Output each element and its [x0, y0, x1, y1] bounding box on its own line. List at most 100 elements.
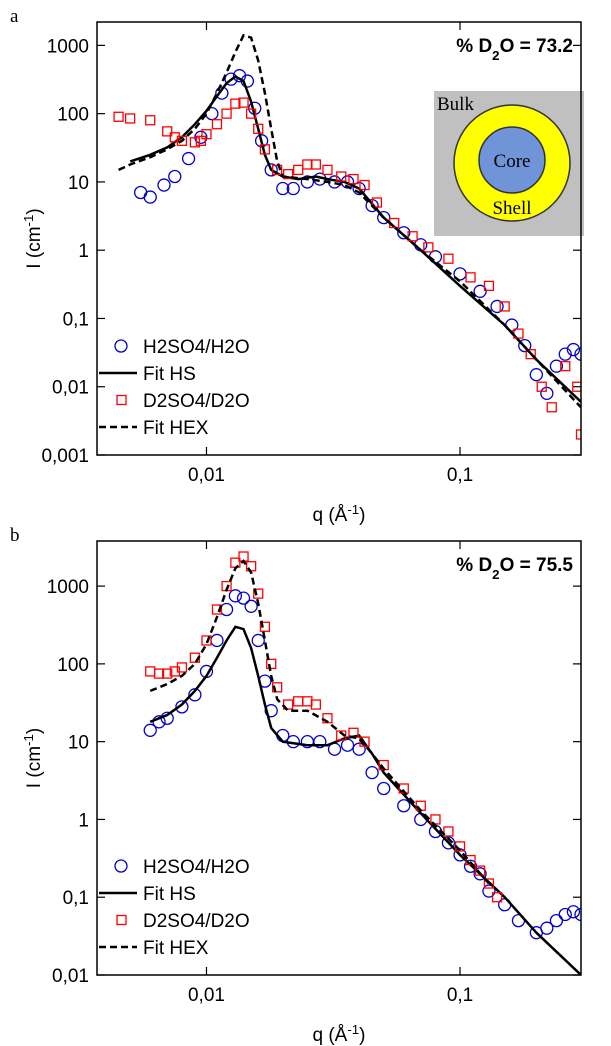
legend-label: Fit HS	[143, 884, 196, 905]
point	[145, 115, 156, 126]
point	[168, 169, 182, 184]
point	[310, 159, 322, 170]
point	[566, 905, 581, 919]
point	[310, 699, 322, 710]
point	[188, 688, 202, 702]
y-tick-label: 0,01	[52, 966, 89, 987]
x-tick-label: 0,01	[188, 465, 225, 486]
point	[272, 682, 283, 693]
y-axis-label-part: -1	[21, 215, 36, 227]
point	[264, 163, 278, 177]
fit-line	[149, 625, 581, 975]
x-axis-label-part: q (Å	[312, 505, 347, 526]
y-axis-label-part: )	[24, 728, 45, 734]
x-tick-label: 0,1	[447, 465, 473, 486]
point	[359, 179, 370, 191]
point	[201, 635, 212, 646]
point	[176, 662, 188, 673]
legend-label: D2SO4/D2O	[143, 911, 250, 932]
point	[228, 589, 243, 603]
legend: H2SO4/H2O Fit HS D2SO4/D2O Fit HEX	[99, 337, 250, 439]
legend-swatch	[114, 859, 128, 873]
point	[176, 135, 188, 146]
point	[574, 347, 581, 361]
point	[340, 738, 355, 752]
point	[482, 884, 496, 898]
point	[221, 108, 232, 119]
point	[352, 742, 366, 756]
legend-label: D2SO4/D2O	[143, 391, 250, 412]
point	[259, 621, 271, 632]
y-axis-label-part: )	[24, 208, 45, 214]
point	[210, 633, 224, 648]
point	[575, 429, 581, 440]
panel-label: a	[10, 6, 19, 27]
legend-swatch	[116, 394, 127, 406]
point	[371, 197, 383, 208]
point	[574, 907, 581, 922]
point	[302, 696, 313, 707]
point	[245, 108, 257, 119]
legend-label: Fit HEX	[143, 418, 209, 439]
plot-frame	[96, 21, 582, 456]
y-tick-label: 1000	[47, 577, 89, 598]
inset-label: Core	[494, 151, 531, 172]
y-tick-label: 1000	[47, 36, 89, 57]
y-axis-label: I (cm-1)	[21, 728, 46, 788]
point	[483, 280, 495, 292]
point	[244, 599, 258, 613]
point	[529, 368, 544, 382]
annotation: % D2O = 73.2	[456, 36, 573, 63]
y-axis-label: I (cm-1)	[21, 208, 46, 268]
x-axis-label-part: -1	[347, 502, 359, 517]
y-axis-label-part: I (cm	[24, 226, 45, 268]
y-axis-label-part: I (cm	[24, 746, 45, 788]
x-axis-label-part: q (Å	[312, 1025, 347, 1046]
point	[558, 347, 572, 361]
point	[336, 730, 347, 741]
point	[302, 159, 313, 170]
point	[560, 361, 571, 372]
point	[264, 704, 278, 718]
point	[162, 668, 173, 679]
legend-label: H2SO4/H2O	[143, 857, 250, 878]
point	[143, 190, 157, 204]
annotation-part: % D	[456, 555, 492, 576]
point	[153, 668, 165, 679]
y-tick-label: 1	[78, 810, 89, 831]
point	[365, 765, 379, 780]
point	[219, 602, 234, 617]
x-axis-label: q (Å-1)	[312, 502, 365, 527]
point	[572, 381, 581, 392]
point	[276, 181, 290, 196]
annotation: % D2O = 75.5	[456, 555, 573, 582]
point	[473, 867, 487, 881]
annotation-part: % D	[456, 36, 492, 57]
point	[465, 272, 476, 283]
point	[286, 181, 300, 196]
point	[423, 242, 434, 253]
point	[407, 231, 418, 242]
point	[236, 591, 251, 605]
point	[540, 921, 554, 935]
y-tick-label: 0,1	[63, 309, 89, 330]
annotation-part: O = 75.5	[500, 555, 574, 576]
point	[145, 666, 156, 677]
point	[348, 173, 359, 185]
plot-frame	[96, 540, 582, 976]
legend-swatch	[114, 339, 128, 353]
point	[377, 781, 391, 796]
data	[113, 33, 581, 440]
x-axis-label-part: )	[359, 505, 365, 526]
y-tick-label: 100	[57, 105, 89, 126]
x-tick-label: 0,01	[188, 985, 225, 1006]
point	[230, 98, 241, 109]
point	[352, 181, 366, 196]
y-tick-label: 0,1	[63, 888, 89, 909]
legend-label: H2SO4/H2O	[143, 337, 250, 358]
point	[558, 907, 572, 922]
point	[293, 696, 304, 707]
annotation-part: 2	[492, 48, 499, 63]
point	[473, 284, 487, 298]
